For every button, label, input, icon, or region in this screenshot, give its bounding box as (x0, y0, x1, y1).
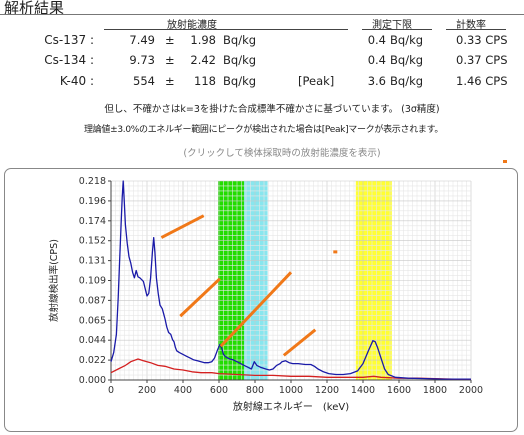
x-tick-label: 1000 (279, 385, 303, 396)
x-tick-label: 1600 (387, 385, 411, 396)
x-tick-label: 200 (138, 385, 156, 396)
annotation-stroke (179, 277, 221, 318)
result-row: K-40 : 554 ± 118 Bq/kg [Peak] 3.6 Bq/kg … (0, 74, 524, 92)
y-axis-title: 放射線検出率(CPS) (48, 239, 60, 322)
x-tick-label: 800 (246, 385, 264, 396)
uncertainty-value: 1.98 (190, 33, 216, 47)
section-title: 解析結果 (4, 0, 65, 17)
detection-limit-underline (362, 29, 432, 30)
nuclide-label: Cs-134 : (44, 53, 94, 67)
concentration-underline (104, 29, 348, 30)
x-tick-label: 0 (108, 385, 114, 396)
detection-limit-unit: Bq/kg (390, 33, 424, 47)
count-rate-underline (446, 29, 506, 30)
detection-limit-value: 3.6 (367, 74, 386, 88)
y-tick-label: 0.174 (79, 216, 106, 227)
y-tick-label: 0.065 (79, 315, 106, 326)
x-axis-title: 放射線エネルギー (keV) (233, 400, 349, 413)
red-series-line (110, 358, 471, 380)
blue-series-line (110, 180, 471, 380)
detection-limit-header: 測定下限 (372, 20, 412, 31)
concentration-value: 554 (133, 74, 155, 88)
count-rate-value: 1.46 CPS (456, 74, 508, 88)
x-tick-label: 2000 (459, 385, 483, 396)
concentration-unit: Bq/kg (223, 74, 257, 88)
y-tick-label: 0.152 (79, 236, 106, 247)
y-tick-label: 0.087 (79, 295, 106, 306)
peak-mark: [Peak] (298, 74, 335, 88)
x-tick-label: 1400 (351, 385, 375, 396)
x-tick-label: 1800 (423, 385, 447, 396)
y-tick-label: 0.044 (79, 335, 106, 346)
show-sampling-concentration-link[interactable]: (クリックして検体採取時の放射能濃度を表示) (183, 148, 381, 159)
concentration-unit: Bq/kg (223, 33, 257, 47)
stray-marker (503, 160, 507, 163)
x-tick-label: 1200 (315, 385, 339, 396)
detection-limit-unit: Bq/kg (390, 53, 424, 67)
detection-limit-unit: Bq/kg (390, 74, 424, 88)
uncertainty-note: 但し、不確かさはk=3を掛けた合成標準不確かさに基づいています。 (3σ精度) (104, 104, 440, 115)
concentration-header: 放射能濃度 (167, 20, 217, 31)
concentration-value: 7.49 (129, 33, 155, 47)
plus-minus: ± (165, 53, 175, 67)
count-rate-value: 0.37 CPS (456, 53, 508, 67)
y-tick-label: 0.022 (79, 355, 106, 366)
x-tick-label: 400 (174, 385, 192, 396)
header-rule (0, 14, 524, 15)
plus-minus: ± (165, 74, 175, 88)
detection-limit-value: 0.4 (367, 33, 386, 47)
spectrum-chart-svg: 0 200 400 600 800 1000 1200 1400 1600 1800 2000 0.0… (48, 176, 483, 413)
y-tick-label: 0.218 (79, 176, 106, 187)
annotation-stroke (282, 328, 317, 357)
y-tick-label: 0.196 (79, 196, 106, 207)
y-tick-label: 0.131 (79, 256, 106, 267)
nuclide-label: Cs-137 : (44, 33, 94, 47)
result-row: Cs-134 : 9.73 ± 2.42 Bq/kg 0.4 Bq/kg 0.3… (0, 53, 524, 71)
spectrum-chart: 0 200 400 600 800 1000 1200 1400 1600 1800 2000 0.0… (4, 168, 518, 432)
uncertainty-value: 2.42 (190, 53, 216, 67)
count-rate-header: 計数率 (456, 20, 486, 31)
concentration-unit: Bq/kg (223, 53, 257, 67)
annotation-stroke (219, 271, 293, 348)
count-rate-value: 0.33 CPS (456, 33, 508, 47)
annotation-stroke (160, 214, 205, 239)
result-row: Cs-137 : 7.49 ± 1.98 Bq/kg 0.4 Bq/kg 0.3… (0, 33, 524, 51)
y-tick-label: 0.109 (79, 276, 106, 287)
detection-limit-value: 0.4 (367, 53, 386, 67)
nuclide-label: K-40 : (59, 74, 94, 88)
uncertainty-value: 118 (194, 74, 216, 88)
y-tick-label: 0.000 (79, 375, 106, 386)
peak-note: 理論値±3.0%のエネルギー範囲にピークが検出された場合は[Peak]マークが表… (84, 125, 444, 135)
concentration-value: 9.73 (129, 53, 155, 67)
x-tick-label: 600 (210, 385, 228, 396)
plus-minus: ± (165, 33, 175, 47)
annotation-dot (333, 250, 338, 254)
